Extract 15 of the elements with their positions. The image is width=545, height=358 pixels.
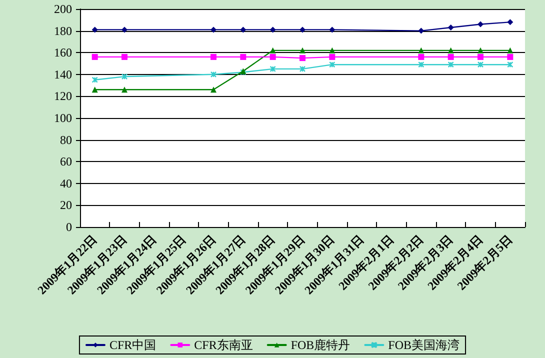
y-tick-label: 160 (54, 46, 72, 60)
y-tick-label: 200 (54, 2, 72, 16)
y-tick-label: 80 (60, 132, 72, 147)
legend-label: FOB美国海湾 (388, 338, 460, 352)
y-tick-label: 60 (60, 154, 72, 169)
y-tick-label: 140 (54, 67, 72, 82)
legend-label: CFR东南亚 (194, 338, 253, 352)
y-tick-label: 0 (66, 220, 72, 234)
legend-label: CFR中国 (109, 338, 156, 352)
legend-label: FOB鹿特丹 (290, 338, 350, 352)
y-tick-label: 40 (60, 176, 72, 190)
y-tick-label: 20 (60, 198, 72, 212)
y-tick-label: 180 (54, 24, 72, 38)
y-tick-label: 120 (54, 89, 72, 104)
y-tick-label: 100 (54, 111, 72, 125)
